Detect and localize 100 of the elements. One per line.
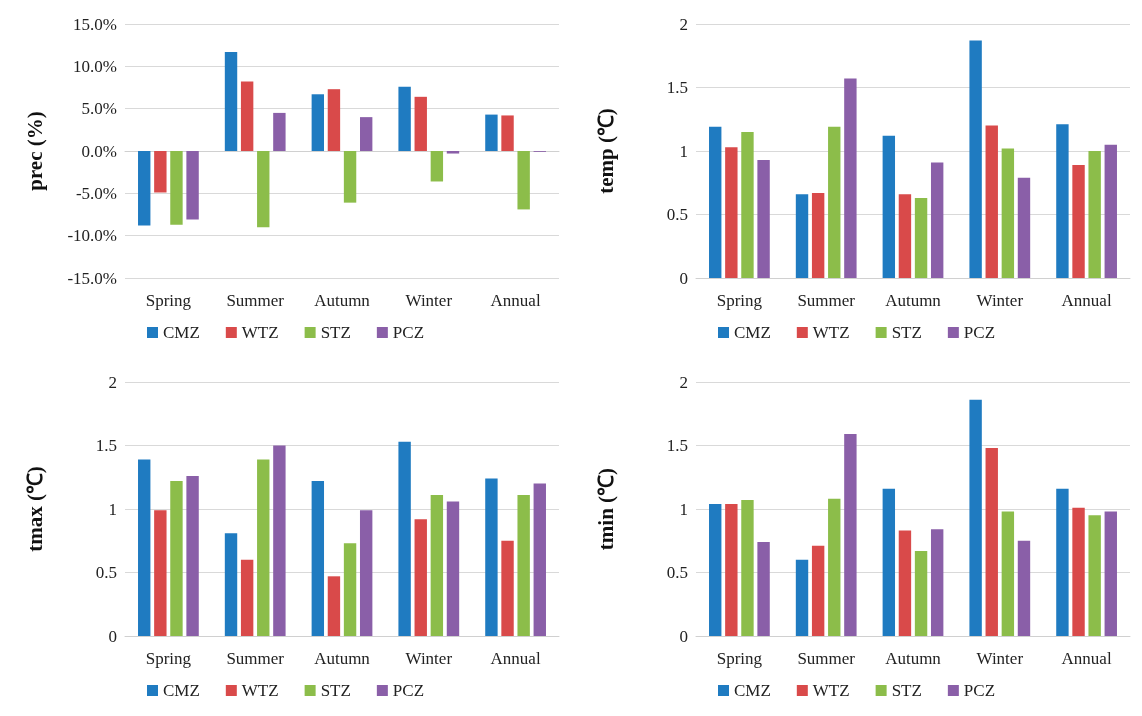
y-tick-label: 0 — [679, 626, 688, 646]
bar — [1072, 164, 1085, 278]
x-tick-label: Annual — [1061, 291, 1112, 310]
x-tick-label: Autumn — [885, 291, 942, 310]
y-tick-label: 0.5 — [666, 563, 688, 582]
legend-label: STZ — [320, 323, 351, 342]
legend-label: WTZ — [812, 323, 850, 342]
bar — [914, 550, 928, 636]
legend-label: CMZ — [162, 323, 200, 342]
y-tick-label: 5.0% — [81, 99, 117, 119]
x-tick-label: Spring — [716, 291, 763, 310]
y-tick-label: 15.0% — [73, 14, 117, 34]
legend-label: STZ — [891, 681, 922, 700]
legend-label: CMZ — [733, 323, 771, 342]
bar — [414, 519, 427, 636]
x-tick-label: Winter — [976, 291, 1024, 310]
bar — [757, 542, 770, 636]
x-tick-label: Winter — [405, 291, 453, 310]
bar — [741, 131, 754, 278]
bar — [844, 434, 857, 636]
x-tick-label: Summer — [797, 291, 856, 310]
bar — [1088, 515, 1101, 636]
bar — [985, 125, 998, 278]
x-tick-label: Summer — [226, 291, 285, 310]
y-tick-label: 1.5 — [95, 436, 117, 455]
bar — [138, 459, 151, 636]
y-tick-label: -10.0% — [67, 226, 117, 246]
y-tick-label: 0.5 — [666, 205, 688, 224]
bar — [725, 147, 738, 278]
bar — [257, 151, 270, 228]
legend-label: PCZ — [392, 681, 425, 700]
bar — [828, 498, 841, 636]
bar — [985, 448, 998, 636]
bar — [430, 151, 444, 182]
y-tick-label: 2 — [679, 372, 688, 392]
bar — [930, 162, 944, 278]
bar — [1001, 148, 1015, 278]
x-tick-label: Summer — [226, 649, 285, 668]
y-tick-label: 1 — [679, 499, 688, 519]
bar — [138, 151, 151, 226]
bar — [154, 510, 167, 636]
x-tick-label: Autumn — [314, 649, 371, 668]
legend-label: WTZ — [241, 323, 279, 342]
x-tick-label: Autumn — [885, 649, 942, 668]
y-tick-label: 1.5 — [666, 436, 688, 455]
bar — [446, 501, 460, 636]
y-tick-label: 1 — [679, 141, 688, 161]
y-axis-title: tmax (℃) — [22, 466, 47, 552]
y-tick-label: 2 — [108, 372, 117, 392]
y-axis-title: prec (%) — [22, 111, 47, 191]
legend-label: PCZ — [392, 323, 425, 342]
legend-label: WTZ — [812, 681, 850, 700]
x-tick-label: Winter — [976, 649, 1024, 668]
x-tick-label: Annual — [490, 291, 541, 310]
bar — [969, 399, 982, 636]
bar — [811, 192, 825, 278]
bar — [882, 488, 896, 636]
bar — [1056, 124, 1069, 278]
bar — [170, 481, 183, 636]
bar — [359, 510, 373, 636]
legend-label: STZ — [891, 323, 922, 342]
bar — [257, 459, 270, 636]
bar — [224, 533, 238, 636]
x-tick-label: Spring — [145, 291, 192, 310]
bar — [398, 441, 411, 636]
bar — [914, 197, 928, 278]
bar — [240, 81, 254, 151]
bar — [844, 78, 857, 278]
bar — [898, 530, 912, 636]
bar — [811, 545, 825, 636]
bar — [1088, 151, 1101, 278]
bar — [343, 543, 357, 636]
bar — [327, 576, 341, 636]
x-tick-label: Spring — [145, 649, 192, 668]
legend-label: STZ — [320, 681, 351, 700]
y-tick-label: 1 — [108, 499, 117, 519]
bar — [311, 94, 325, 151]
bar — [1104, 144, 1117, 278]
x-tick-label: Annual — [490, 649, 541, 668]
bar — [430, 495, 444, 636]
bar — [273, 112, 286, 151]
bar — [1072, 507, 1085, 636]
bar — [1017, 540, 1031, 636]
y-tick-label: 0.5 — [95, 563, 117, 582]
bar — [501, 115, 514, 151]
x-tick-label: Spring — [716, 649, 763, 668]
bar — [311, 481, 325, 636]
bar — [446, 151, 460, 154]
legend-label: CMZ — [733, 681, 771, 700]
bar — [533, 483, 546, 636]
x-tick-label: Winter — [405, 649, 453, 668]
bar — [517, 495, 530, 636]
bar — [224, 51, 238, 151]
bar — [414, 96, 427, 151]
bar — [741, 500, 754, 636]
bar — [186, 151, 199, 220]
bar — [1001, 511, 1015, 636]
bar — [485, 114, 498, 151]
legend-label: PCZ — [963, 323, 996, 342]
bar — [709, 126, 722, 278]
